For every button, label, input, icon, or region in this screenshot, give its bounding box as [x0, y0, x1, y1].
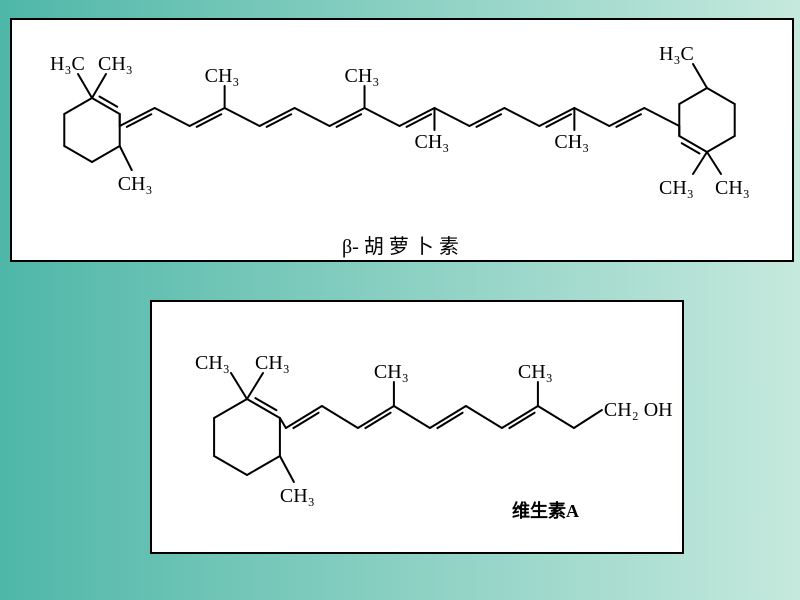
svg-text:H₃C: H₃C — [659, 43, 694, 65]
svg-text:CH₃: CH₃ — [345, 65, 380, 87]
svg-text:CH₃: CH₃ — [98, 53, 133, 75]
svg-text:CH₃: CH₃ — [414, 131, 449, 153]
vitamin-a-structure: CH₃ CH₃ CH₃ CH₃ CH₃ CH₂ OH — [152, 302, 682, 552]
svg-text:CH₃: CH₃ — [554, 131, 589, 153]
vitamin-a-caption: 维生素A — [512, 497, 579, 523]
beta-carotene-caption: β- 胡 萝 卜 素 — [342, 230, 459, 259]
svg-text:CH₃: CH₃ — [195, 352, 230, 374]
svg-text:CH₃: CH₃ — [715, 177, 750, 199]
vitamin-a-panel: CH₃ CH₃ CH₃ CH₃ CH₃ CH₂ OH 维生素A — [150, 300, 684, 554]
beta-carotene-panel: H₃C CH₃ CH₃ H₃C CH₃ CH₃ CH₃ CH₃ CH₃ CH₃ β- 胡 萝 卜 … — [10, 18, 794, 262]
svg-text:CH₃: CH₃ — [255, 352, 290, 374]
beta-carotene-structure: H₃C CH₃ CH₃ H₃C CH₃ CH₃ CH₃ CH₃ CH₃ CH₃ — [12, 20, 792, 225]
slide-background: H₃C CH₃ CH₃ H₃C CH₃ CH₃ CH₃ CH₃ CH₃ CH₃ β- 胡 萝 卜 … — [0, 0, 800, 600]
svg-text:CH₃: CH₃ — [280, 485, 315, 507]
svg-text:CH₃: CH₃ — [118, 173, 153, 195]
svg-text:CH₂ OH: CH₂ OH — [604, 399, 673, 421]
svg-text:CH₃: CH₃ — [205, 65, 240, 87]
svg-text:CH₃: CH₃ — [518, 361, 553, 383]
svg-text:CH₃: CH₃ — [374, 361, 409, 383]
svg-text:CH₃: CH₃ — [659, 177, 694, 199]
svg-text:H₃C: H₃C — [50, 53, 85, 75]
